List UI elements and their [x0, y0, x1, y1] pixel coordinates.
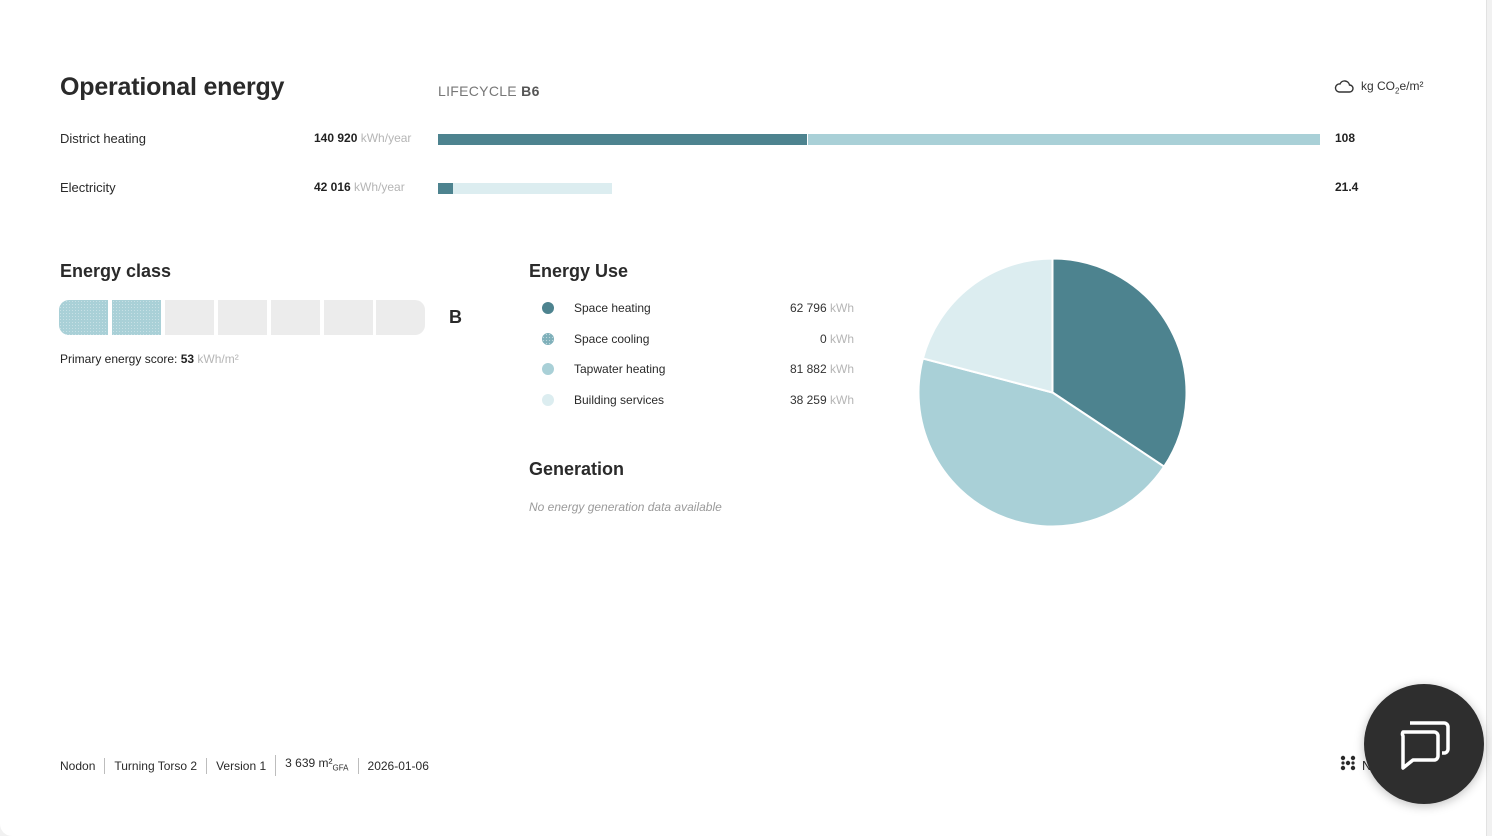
legend-item-space-heating: Space heating 62 796 kWh [534, 298, 854, 318]
legend-value: 81 882 kWh [744, 362, 854, 376]
legend-label: Building services [574, 393, 665, 407]
legend-item-tapwater-heating: Tapwater heating 81 882 kWh [534, 359, 854, 379]
legend-label: Space cooling [574, 332, 650, 346]
footer-version: Version 1 [206, 757, 275, 774]
energy-class-segment [218, 300, 267, 335]
energy-class-title: Energy class [60, 261, 172, 281]
pie-slice-building-services [921, 257, 1054, 394]
district-heating-bar-light [808, 134, 1320, 145]
district-heating-value: 140 920 kWh/year [290, 131, 439, 145]
legend-amount: 62 796 [789, 301, 827, 315]
electricity-bar [438, 183, 612, 194]
footer-logo: N [1340, 755, 1371, 776]
unit-sub: 2 [1395, 86, 1400, 96]
unit-prefix: kg CO [1361, 79, 1396, 94]
legend-label: Space heating [574, 301, 651, 315]
score-value: 53 [180, 352, 195, 366]
pie-slice-tapwater-heating [917, 357, 1166, 528]
energy-class-grade: B [449, 307, 462, 327]
energy-class-segment [59, 300, 108, 335]
electricity-value: 42 016 kWh/year [290, 180, 439, 194]
legend-dot [542, 363, 554, 375]
footer-date: 2026-01-06 [357, 757, 438, 774]
footer-project: Turning Torso 2 [104, 757, 206, 774]
district-heating-amount: 140 920 [314, 131, 358, 145]
cloud-icon [1334, 79, 1354, 96]
operational-energy-title: Operational energy [60, 73, 285, 101]
legend-label: Tapwater heating [574, 362, 666, 376]
legend-unit: kWh [830, 362, 854, 376]
energy-class-segment [112, 300, 161, 335]
district-heating-result: 108 [1335, 131, 1356, 145]
legend-value: 0 kWh [744, 332, 854, 346]
energy-class-segment [376, 300, 425, 335]
lifecycle-label: LIFECYCLE B6 [438, 83, 540, 99]
footer-logo-text: N [1362, 758, 1372, 773]
legend-item-space-cooling: Space cooling 0 kWh [534, 329, 854, 349]
legend-unit: kWh [830, 301, 854, 315]
generation-title: Generation [529, 459, 625, 479]
legend-value: 38 259 kWh [744, 393, 854, 407]
unit-label: kg CO2e/m² [1361, 79, 1423, 95]
legend-value: 62 796 kWh [744, 301, 854, 315]
primary-energy-score: Primary energy score: 53 kWh/m² [60, 352, 239, 366]
legend-item-building-services: Building services 38 259 kWh [534, 390, 854, 410]
legend-unit: kWh [830, 393, 854, 407]
score-unit: kWh/m² [197, 352, 239, 366]
generation-empty-text: No energy generation data available [529, 500, 722, 514]
energy-class-segment [324, 300, 373, 335]
chat-button[interactable] [1364, 684, 1484, 804]
district-heating-unit: kWh/year [360, 131, 412, 145]
footer-area: 3 639 m²GFA [275, 755, 357, 777]
energy-use-title: Energy Use [529, 261, 629, 281]
footer-area-sub: GFA [332, 763, 349, 773]
unit-header: kg CO2e/m² [1334, 79, 1423, 96]
electricity-amount: 42 016 [314, 180, 351, 194]
legend-dot [542, 394, 554, 406]
district-heating-label: District heating [60, 131, 146, 146]
electricity-bar-light [453, 183, 612, 194]
lifecycle-prefix: LIFECYCLE [438, 83, 517, 99]
energy-use-legend: Space heating 62 796 kWh Space cooling 0… [534, 298, 854, 428]
electricity-label: Electricity [60, 180, 116, 195]
chat-bubbles-icon [1396, 714, 1454, 777]
footer-company: Nodon [60, 758, 96, 773]
legend-dot [542, 302, 554, 314]
nodon-logo-icon [1340, 755, 1356, 776]
legend-amount: 38 259 [789, 393, 827, 407]
unit-suffix: e/m² [1399, 79, 1424, 94]
energy-use-pie-chart [917, 257, 1188, 528]
report-footer: Nodon Turning Torso 2 Version 1 3 639 m²… [60, 755, 438, 777]
legend-amount: 81 882 [789, 362, 827, 376]
electricity-result: 21.4 [1335, 180, 1359, 194]
electricity-unit: kWh/year [354, 180, 405, 194]
district-heating-bar-dark [438, 134, 807, 145]
energy-class-segment [165, 300, 214, 335]
legend-unit: kWh [830, 332, 854, 346]
footer-area-value: 3 639 m² [285, 756, 333, 770]
score-label: Primary energy score: [60, 352, 178, 366]
lifecycle-code: B6 [521, 83, 540, 99]
electricity-bar-dark [438, 183, 453, 194]
energy-class-segment [271, 300, 320, 335]
legend-dot [542, 333, 554, 345]
district-heating-bar [438, 134, 1320, 145]
legend-amount: 0 [819, 332, 827, 346]
energy-class-scale [59, 300, 425, 335]
